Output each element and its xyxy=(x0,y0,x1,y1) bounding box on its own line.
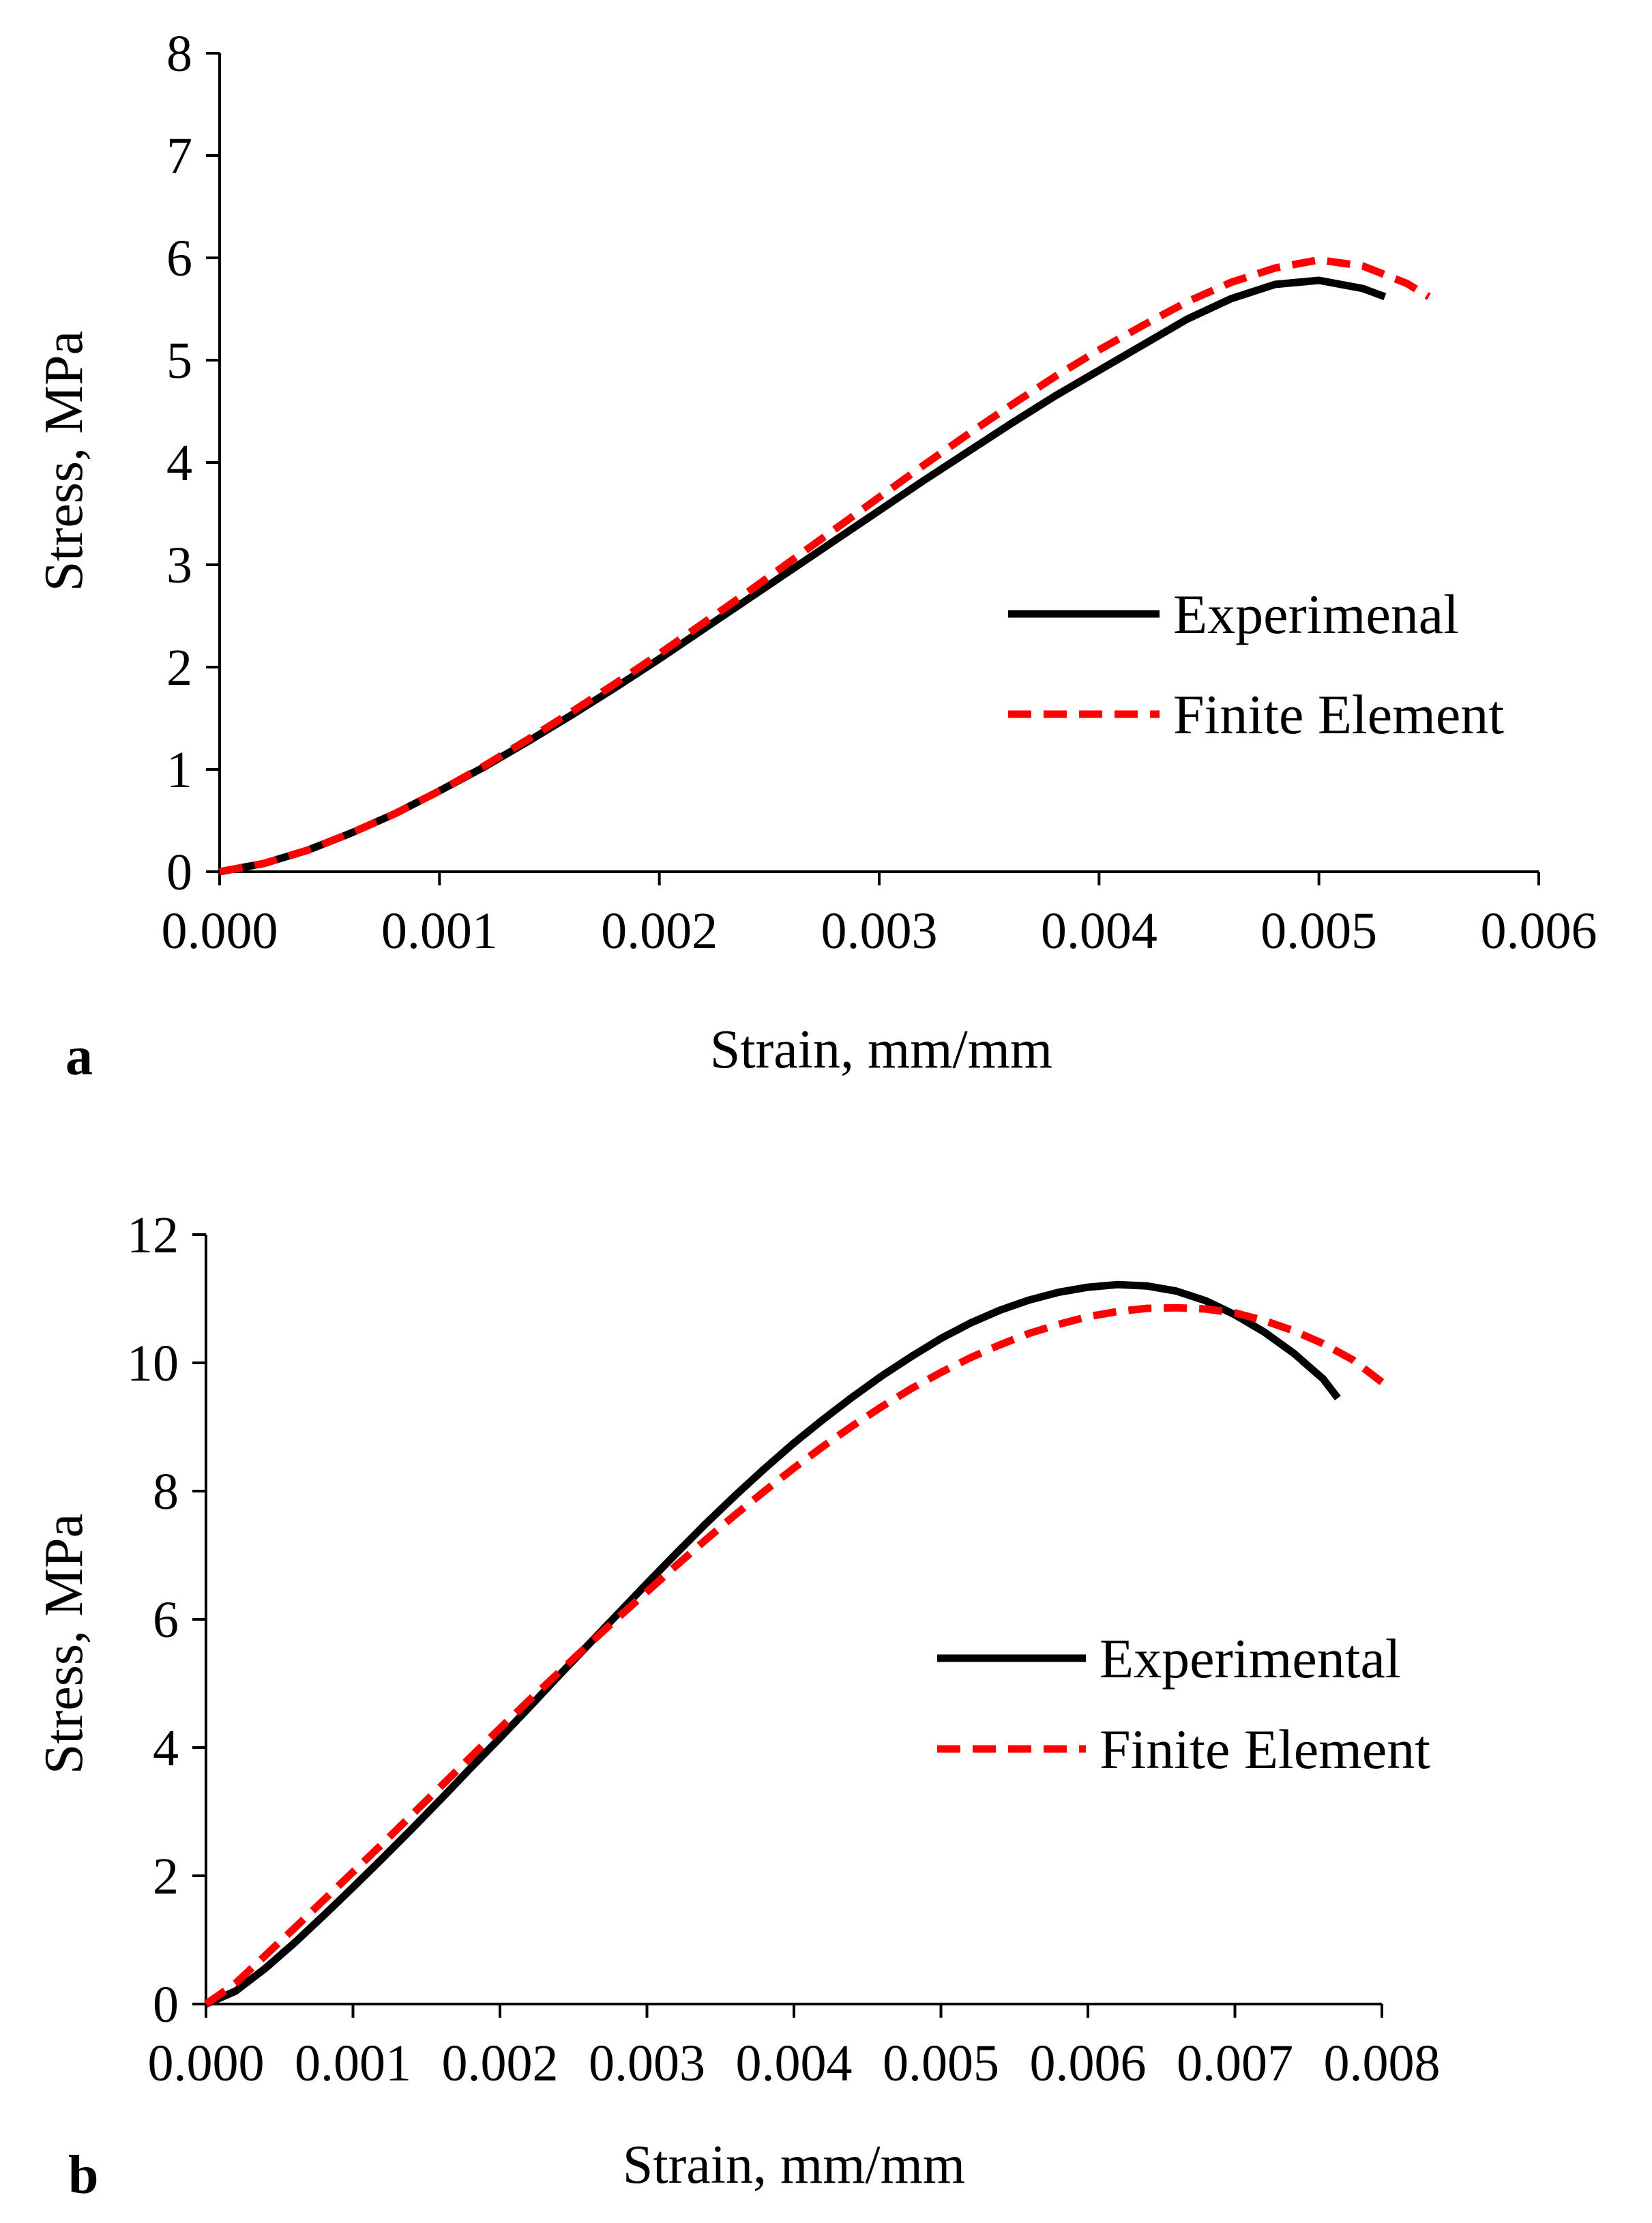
panel-letter-a: a xyxy=(65,1027,93,1087)
x-tick-label-b: 0.000 xyxy=(148,2035,265,2092)
x-tick-label-a: 0.006 xyxy=(1481,902,1597,960)
legend-label-finite-element-b: Finite Element xyxy=(1100,1718,1430,1780)
y-axis-title-b: Stress, MPa xyxy=(34,1514,94,1774)
legend-label-experimental-b: Experimental xyxy=(1100,1628,1401,1690)
series-line-experimental-b xyxy=(204,1280,1341,2008)
x-tick-label-b: 0.005 xyxy=(883,2035,999,2092)
x-tick-label-b: 0.006 xyxy=(1030,2035,1147,2092)
x-tick-label-b: 0.002 xyxy=(442,2035,559,2092)
y-tick-label-b: 2 xyxy=(153,1848,179,1905)
chart-panel-b: 0 2 4 6 8 10 12 0.000 0.001 0.002 0.003 0.004 0.005 0… xyxy=(34,1207,1441,2205)
series-line-finite-element-a xyxy=(218,256,1431,876)
legend-label-experimental-a: Experimenal xyxy=(1173,583,1459,645)
panel-letter-b: b xyxy=(68,2145,99,2205)
y-tick-label-b: 8 xyxy=(153,1463,179,1520)
y-tick-label-b: 12 xyxy=(127,1207,179,1264)
y-axis-title-a: Stress, MPa xyxy=(34,331,94,591)
x-tick-label-a: 0.000 xyxy=(162,902,278,960)
y-tick-label-a: 0 xyxy=(166,844,192,901)
legend-b: Experimental Finite Element xyxy=(937,1628,1430,1780)
x-tick-label-a: 0.003 xyxy=(821,902,938,960)
x-tick-label-a: 0.001 xyxy=(381,902,498,960)
y-tick-label-a: 6 xyxy=(166,230,192,287)
chart-panel-a: 0 1 2 3 4 5 6 7 8 0.000 0.001 0.002 0.003 0.004 0.005 0… xyxy=(34,25,1597,1087)
legend-a: Experimenal Finite Element xyxy=(1008,583,1504,746)
x-tick-label-a: 0.005 xyxy=(1260,902,1377,960)
y-tick-label-a: 1 xyxy=(166,741,192,799)
series-line-finite-element-b xyxy=(203,1304,1385,2007)
y-tick-label-a: 5 xyxy=(166,332,192,389)
y-tick-label-b: 4 xyxy=(153,1720,179,1777)
y-tick-label-a: 8 xyxy=(166,25,192,83)
y-tick-label-a: 2 xyxy=(166,639,192,696)
plot-area-a: 0 1 2 3 4 5 6 7 8 0.000 0.001 0.002 0.003 0.004 0.005 0… xyxy=(162,25,1597,960)
y-tick-label-b: 10 xyxy=(127,1335,179,1392)
y-tick-label-a: 7 xyxy=(166,128,192,185)
y-tick-label-a: 3 xyxy=(166,537,192,594)
x-tick-label-b: 0.004 xyxy=(736,2035,853,2092)
x-tick-label-b: 0.008 xyxy=(1324,2035,1441,2092)
y-tick-label-b: 0 xyxy=(153,1976,179,2033)
legend-label-finite-element-a: Finite Element xyxy=(1173,683,1504,746)
x-axis-title-a: Strain, mm/mm xyxy=(710,1020,1052,1080)
x-tick-label-a: 0.002 xyxy=(601,902,718,960)
plot-area-b: 0 2 4 6 8 10 12 0.000 0.001 0.002 0.003 0.004 0.005 0… xyxy=(127,1207,1441,2092)
x-tick-label-b: 0.001 xyxy=(295,2035,411,2092)
x-axis-title-b: Strain, mm/mm xyxy=(623,2135,965,2195)
y-tick-label-b: 6 xyxy=(153,1591,179,1649)
x-tick-label-a: 0.004 xyxy=(1041,902,1157,960)
y-tick-label-a: 4 xyxy=(166,435,192,492)
series-line-experimenal-a xyxy=(218,276,1387,876)
x-tick-label-b: 0.003 xyxy=(589,2035,705,2092)
x-tick-label-b: 0.007 xyxy=(1177,2035,1293,2092)
